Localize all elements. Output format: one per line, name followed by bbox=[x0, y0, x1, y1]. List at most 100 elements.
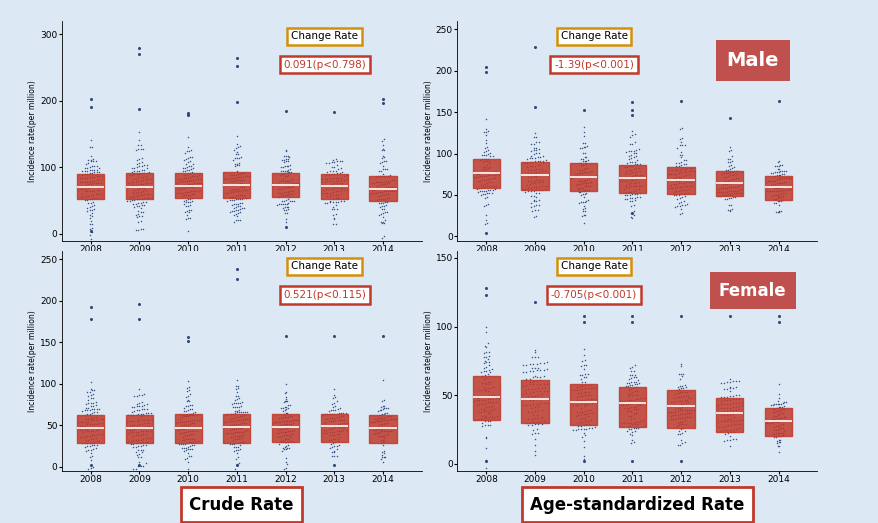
Point bbox=[335, 184, 349, 192]
Point bbox=[242, 172, 256, 180]
Point bbox=[131, 436, 145, 444]
Point bbox=[578, 407, 592, 415]
Point bbox=[126, 200, 140, 209]
Point bbox=[326, 195, 340, 203]
Text: Change Rate: Change Rate bbox=[560, 262, 627, 271]
Point bbox=[75, 433, 89, 441]
Point bbox=[722, 143, 736, 152]
Point bbox=[672, 209, 686, 218]
Point bbox=[183, 198, 197, 206]
Point bbox=[226, 417, 240, 425]
Point bbox=[323, 440, 337, 448]
Point bbox=[92, 405, 106, 413]
Point bbox=[224, 207, 238, 215]
Point bbox=[624, 399, 638, 407]
Point bbox=[90, 165, 104, 174]
Point bbox=[231, 413, 245, 421]
Point bbox=[531, 176, 545, 184]
Point bbox=[573, 161, 587, 169]
Point bbox=[528, 154, 542, 162]
Point bbox=[668, 158, 682, 167]
Point bbox=[279, 191, 293, 199]
Point bbox=[229, 265, 243, 274]
Point bbox=[275, 417, 289, 426]
Point bbox=[587, 172, 601, 180]
Point bbox=[185, 153, 199, 162]
Point bbox=[233, 205, 247, 213]
Point bbox=[183, 427, 197, 435]
Point bbox=[228, 425, 242, 433]
Point bbox=[484, 168, 498, 176]
Point bbox=[222, 207, 236, 215]
Point bbox=[666, 411, 680, 419]
Point bbox=[720, 155, 734, 164]
Point bbox=[224, 171, 238, 179]
Point bbox=[281, 441, 295, 450]
Point bbox=[277, 420, 291, 429]
Point bbox=[576, 436, 590, 445]
Point bbox=[623, 430, 637, 438]
Point bbox=[626, 396, 640, 404]
Point bbox=[227, 425, 241, 433]
Point bbox=[89, 190, 103, 198]
Point bbox=[674, 141, 688, 150]
Point bbox=[332, 179, 346, 187]
Point bbox=[670, 441, 684, 449]
Point bbox=[526, 146, 540, 154]
Point bbox=[518, 185, 532, 193]
Point bbox=[181, 195, 195, 203]
Point bbox=[182, 146, 196, 155]
Point bbox=[567, 169, 581, 178]
Point bbox=[474, 155, 488, 164]
Point bbox=[578, 381, 592, 390]
Point bbox=[623, 147, 637, 155]
Point bbox=[92, 437, 106, 445]
Point bbox=[573, 155, 587, 163]
Point bbox=[228, 210, 242, 218]
Point bbox=[686, 166, 700, 175]
Point bbox=[227, 196, 241, 204]
Point bbox=[137, 390, 151, 399]
Point bbox=[532, 359, 546, 368]
Point bbox=[180, 177, 194, 185]
Point bbox=[85, 143, 99, 151]
Point bbox=[327, 170, 341, 178]
Point bbox=[519, 155, 533, 163]
Point bbox=[524, 421, 538, 429]
Point bbox=[137, 416, 151, 424]
Point bbox=[279, 172, 293, 180]
Point bbox=[83, 388, 97, 396]
Point bbox=[578, 396, 592, 404]
Point bbox=[725, 395, 739, 404]
Point bbox=[140, 169, 154, 177]
Point bbox=[774, 170, 788, 179]
Point bbox=[676, 176, 690, 184]
Point bbox=[533, 152, 547, 161]
Point bbox=[770, 422, 784, 430]
Point bbox=[728, 167, 742, 175]
Point bbox=[86, 157, 100, 165]
Point bbox=[515, 368, 529, 377]
Point bbox=[710, 192, 724, 200]
Point bbox=[478, 143, 492, 152]
Point bbox=[573, 198, 587, 207]
Point bbox=[273, 200, 287, 208]
Point bbox=[140, 161, 154, 169]
Point bbox=[320, 188, 335, 197]
Point bbox=[377, 416, 391, 424]
Point bbox=[133, 410, 148, 418]
Point bbox=[130, 195, 144, 203]
Point bbox=[183, 153, 197, 162]
Point bbox=[378, 157, 392, 165]
Point bbox=[664, 169, 678, 178]
Point bbox=[185, 411, 199, 419]
Point bbox=[624, 371, 638, 380]
Point bbox=[716, 437, 730, 445]
Point bbox=[583, 167, 597, 176]
Point bbox=[579, 172, 593, 180]
Point bbox=[530, 157, 544, 165]
Point bbox=[142, 422, 156, 430]
Point bbox=[685, 181, 699, 190]
Point bbox=[573, 422, 587, 430]
Point bbox=[382, 412, 396, 420]
